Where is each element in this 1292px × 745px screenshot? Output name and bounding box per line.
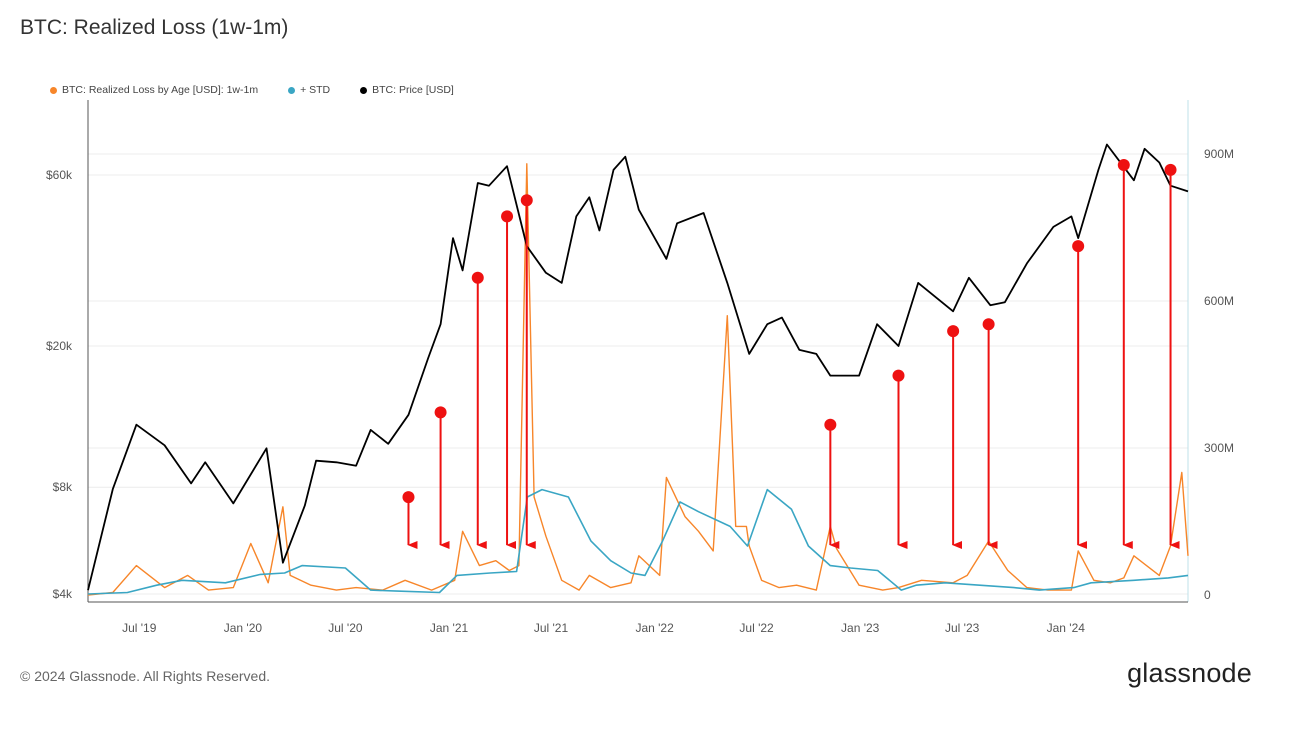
y-right-tick-label: 300M <box>1204 441 1234 455</box>
legend-item-price[interactable]: BTC: Price [USD] <box>360 84 454 96</box>
y-right-tick-label: 600M <box>1204 294 1234 308</box>
arrow-marker-dot <box>501 210 514 223</box>
brand-logo: glassnode <box>1127 658 1252 688</box>
arrow-marker-dot <box>520 194 533 207</box>
legend-label: BTC: Realized Loss by Age [USD]: 1w-1m <box>62 84 259 96</box>
gridlines <box>88 153 1188 595</box>
arrow-marker-dot <box>892 369 905 382</box>
x-tick-label: Jan '23 <box>841 621 880 635</box>
tick-labels: Jul '19 Jan '20 Jul '20 Jan '21 Jul '21 Jan '… <box>46 147 1234 635</box>
x-tick-label: Jan '22 <box>635 621 674 635</box>
y-right-tick-label: 0 <box>1204 588 1211 602</box>
series-line-price <box>87 143 1189 591</box>
x-tick-label: Jan '24 <box>1047 621 1086 635</box>
series-layer <box>87 143 1189 596</box>
x-tick-label: Jul '20 <box>328 621 363 635</box>
x-tick-label: Jul '22 <box>739 621 774 635</box>
arrow-marker-dot <box>947 325 960 338</box>
x-tick-label: Jan '21 <box>430 621 469 635</box>
arrow-marker-dot <box>982 318 995 331</box>
legend-label: BTC: Price [USD] <box>372 84 454 96</box>
y-left-tick-label: $60k <box>46 168 73 182</box>
arrow-marker-dot <box>471 271 484 284</box>
legend-item-realized-loss[interactable]: BTC: Realized Loss by Age [USD]: 1w-1m <box>50 84 258 96</box>
y-left-tick-label: $8k <box>53 480 73 494</box>
chart-title: BTC: Realized Loss (1w-1m) <box>20 16 289 39</box>
legend-item-std[interactable]: + STD <box>288 84 330 96</box>
x-tick-label: Jul '23 <box>945 621 980 635</box>
arrow-marker-dot <box>1072 240 1085 253</box>
x-tick-label: Jan '20 <box>224 621 263 635</box>
arrow-marker-dot <box>1164 163 1177 176</box>
x-tick-label: Jul '21 <box>534 621 569 635</box>
arrow-marker-dot <box>402 491 415 504</box>
y-right-tick-label: 900M <box>1204 147 1234 161</box>
legend: BTC: Realized Loss by Age [USD]: 1w-1m +… <box>50 84 484 96</box>
legend-dot-icon <box>50 86 57 94</box>
copyright: © 2024 Glassnode. All Rights Reserved. <box>20 668 271 684</box>
series-line-realized-loss <box>87 163 1189 596</box>
arrow-marker-dot <box>434 406 447 419</box>
y-left-tick-label: $20k <box>46 339 73 353</box>
legend-label: + STD <box>300 84 331 96</box>
axes <box>87 100 1189 603</box>
x-tick-label: Jul '19 <box>122 621 157 635</box>
legend-dot-icon <box>360 86 368 94</box>
arrow-marker-dot <box>1117 158 1130 171</box>
arrow-marker-dot <box>824 418 837 431</box>
series-line-std <box>87 488 1189 595</box>
y-left-tick-label: $4k <box>53 587 73 601</box>
legend-dot-icon <box>288 86 296 94</box>
arrow-markers <box>402 158 1180 549</box>
